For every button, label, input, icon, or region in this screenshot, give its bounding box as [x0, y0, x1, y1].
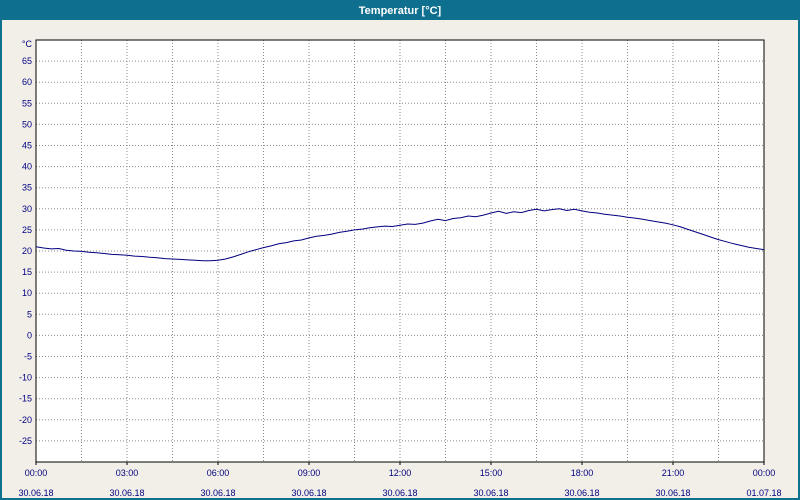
- svg-text:55: 55: [22, 98, 32, 108]
- svg-text:-10: -10: [19, 373, 32, 383]
- svg-text:15: 15: [22, 267, 32, 277]
- window-titlebar[interactable]: Temperatur [°C]: [2, 2, 798, 20]
- x-tick-date: 30.06.18: [291, 488, 326, 498]
- x-tick-date: 30.06.18: [109, 488, 144, 498]
- x-tick-date: 30.06.18: [564, 488, 599, 498]
- chart-container: 65 60 55 50 45 40 35 30 25 20 15 10 5 0 -5 -10 -15 -20 -25…: [2, 20, 798, 498]
- x-tick-time: 00:00: [25, 468, 48, 478]
- svg-text:60: 60: [22, 77, 32, 87]
- svg-text:50: 50: [22, 119, 32, 129]
- y-axis-unit-label: °C: [22, 39, 33, 49]
- svg-text:0: 0: [27, 330, 32, 340]
- x-tick-date: 30.06.18: [655, 488, 690, 498]
- temperature-chart-svg: 65605550454035302520151050-5-10-15-20-25…: [18, 39, 782, 498]
- svg-text:45: 45: [22, 141, 32, 151]
- grid-lines: [36, 40, 764, 462]
- svg-text:65: 65: [22, 56, 32, 66]
- svg-text:10: 10: [22, 288, 32, 298]
- x-tick-date: 01.07.18: [746, 488, 781, 498]
- x-tick-date: 30.06.18: [473, 488, 508, 498]
- x-tick-time: 15:00: [480, 468, 503, 478]
- x-tick-date: 30.06.18: [18, 488, 53, 498]
- svg-text:40: 40: [22, 162, 32, 172]
- x-axis-labels: 00:00 30.06.18 03:00 30.06.18 06:00 30.06.18 0…: [18, 462, 782, 498]
- x-tick-date: 30.06.18: [382, 488, 417, 498]
- svg-text:30: 30: [22, 204, 32, 214]
- svg-text:-20: -20: [19, 415, 32, 425]
- x-tick-time: 09:00: [298, 468, 321, 478]
- x-tick-date: 30.06.18: [200, 488, 235, 498]
- x-tick-time: 00:00: [753, 468, 776, 478]
- svg-text:-5: -5: [24, 352, 32, 362]
- window-title: Temperatur [°C]: [358, 5, 442, 17]
- x-tick-time: 12:00: [389, 468, 412, 478]
- svg-text:-25: -25: [19, 436, 32, 446]
- x-tick-time: 03:00: [116, 468, 139, 478]
- plot-border: [35, 39, 765, 463]
- temperature-line: [35, 208, 765, 262]
- svg-text:5: 5: [27, 309, 32, 319]
- svg-text:20: 20: [22, 246, 32, 256]
- x-tick-time: 21:00: [662, 468, 685, 478]
- x-tick-time: 06:00: [207, 468, 230, 478]
- svg-text:-15: -15: [19, 394, 32, 404]
- svg-text:25: 25: [22, 225, 32, 235]
- svg-text:35: 35: [22, 183, 32, 193]
- x-tick-time: 18:00: [571, 468, 594, 478]
